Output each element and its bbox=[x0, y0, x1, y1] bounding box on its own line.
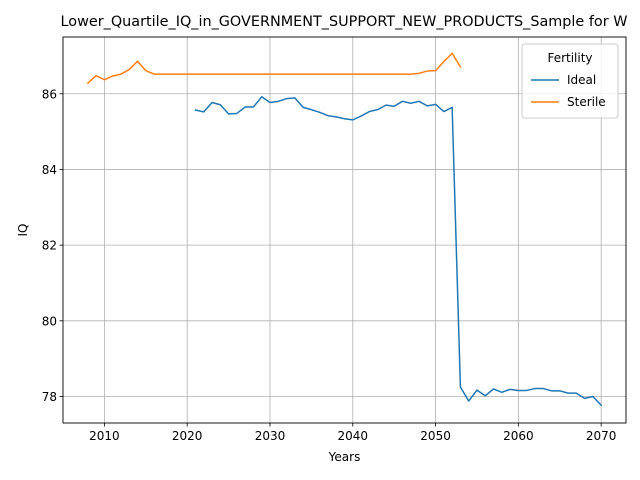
series-layer bbox=[86, 52, 603, 407]
x-tick-label: 2060 bbox=[503, 429, 534, 443]
series-line-sterile bbox=[86, 52, 462, 85]
series-line-ideal bbox=[194, 96, 603, 407]
x-axis-label: Years bbox=[328, 450, 361, 464]
legend-label-sterile: Sterile bbox=[567, 95, 606, 109]
plot-frame bbox=[62, 36, 627, 424]
legend-title: Fertility bbox=[547, 51, 592, 65]
chart-title: Lower_Quartile_IQ_in_GOVERNMENT_SUPPORT_… bbox=[61, 14, 628, 30]
legend-entries: Ideal Sterile bbox=[531, 73, 606, 109]
x-tick-label: 2030 bbox=[255, 429, 286, 443]
x-tick-label: 2010 bbox=[89, 429, 120, 443]
x-tick-label: 2070 bbox=[586, 429, 617, 443]
y-tick-label: 80 bbox=[42, 314, 57, 328]
legend: Fertility Ideal Sterile bbox=[521, 43, 619, 119]
grid-layer bbox=[63, 37, 626, 423]
y-tick-label: 78 bbox=[42, 390, 57, 404]
axis-layer: 2010 2020 2030 2040 2050 2060 2070 78 80 82 84 86 bbox=[42, 87, 617, 443]
x-tick-label: 2040 bbox=[338, 429, 369, 443]
y-axis-label: IQ bbox=[16, 224, 30, 237]
x-tick-label: 2050 bbox=[420, 429, 451, 443]
y-tick-label: 82 bbox=[42, 239, 57, 253]
legend-label-ideal: Ideal bbox=[567, 73, 596, 87]
x-tick-label: 2020 bbox=[172, 429, 203, 443]
y-tick-label: 84 bbox=[42, 163, 57, 177]
y-tick-label: 86 bbox=[42, 87, 57, 101]
legend-box bbox=[521, 43, 619, 119]
